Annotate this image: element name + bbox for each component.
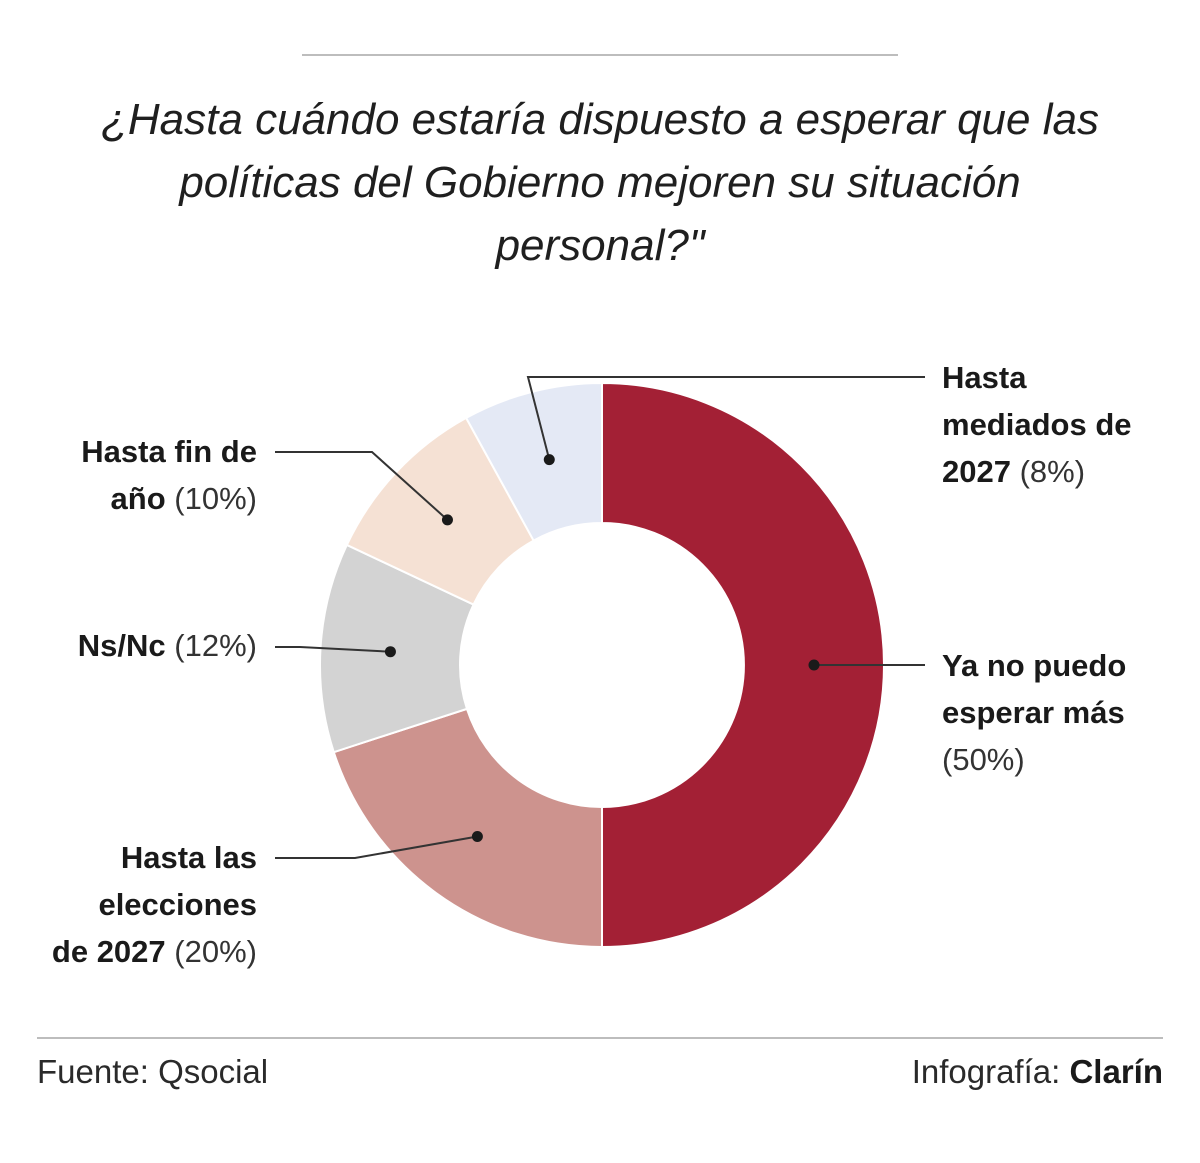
label-value: (50%) — [942, 742, 1025, 777]
label-value: (20%) — [174, 934, 257, 969]
label-line: Hasta — [942, 360, 1027, 395]
leader-dot — [543, 454, 555, 466]
label-hasta-las-elecciones: Hasta las elecciones de 2027 (20%) — [52, 834, 257, 975]
leader-dot — [441, 514, 453, 526]
label-line: año — [110, 481, 166, 516]
label-line: Ns/Nc — [77, 628, 166, 663]
leader-dot — [808, 659, 820, 671]
label-value: (12%) — [174, 628, 257, 663]
credit-brand: Clarín — [1069, 1053, 1163, 1090]
donut-slice — [464, 381, 603, 542]
leader-line — [275, 646, 391, 653]
title-line-2: políticas del Gobierno mejoren su situac… — [179, 158, 1021, 207]
label-line: esperar más — [942, 695, 1125, 730]
leader-line — [275, 451, 449, 521]
label-ns-nc: Ns/Nc (12%) — [78, 622, 257, 669]
credit-prefix: Infografía: — [911, 1053, 1061, 1090]
leader-dot — [384, 646, 396, 658]
top-divider — [302, 54, 898, 56]
label-ya-no-puedo: Ya no puedo esperar más (50%) — [942, 642, 1126, 783]
title-line-3: personal?" — [495, 221, 705, 270]
label-line: 2027 — [942, 454, 1011, 489]
label-line: mediados de — [942, 407, 1132, 442]
donut-slices — [319, 381, 885, 949]
leader-dot — [471, 831, 483, 843]
title-line-1: ¿Hasta cuándo estaría dispuesto a espera… — [101, 95, 1099, 144]
chart-title: ¿Hasta cuándo estaría dispuesto a espera… — [0, 88, 1200, 277]
leader-line — [526, 376, 925, 460]
donut-slice — [601, 381, 885, 949]
label-line: de 2027 — [51, 934, 166, 969]
leader-line — [275, 835, 478, 859]
label-line: elecciones — [98, 887, 257, 922]
label-line: Ya no puedo — [942, 648, 1127, 683]
label-line: Hasta las — [120, 840, 257, 875]
label-value: (8%) — [1019, 454, 1086, 489]
label-value: (10%) — [174, 481, 257, 516]
leader-lines — [275, 376, 925, 859]
donut-slice — [319, 543, 475, 754]
label-hasta-mediados: Hasta mediados de 2027 (8%) — [942, 354, 1132, 495]
label-hasta-fin-de-ano: Hasta fin de año (10%) — [81, 428, 257, 522]
bottom-divider — [37, 1037, 1163, 1039]
source-note: Fuente: Qsocial — [37, 1053, 269, 1090]
credit-note: Infografía: Clarín — [912, 1050, 1163, 1094]
donut-slice — [332, 707, 603, 949]
label-line: Hasta fin de — [81, 434, 257, 469]
